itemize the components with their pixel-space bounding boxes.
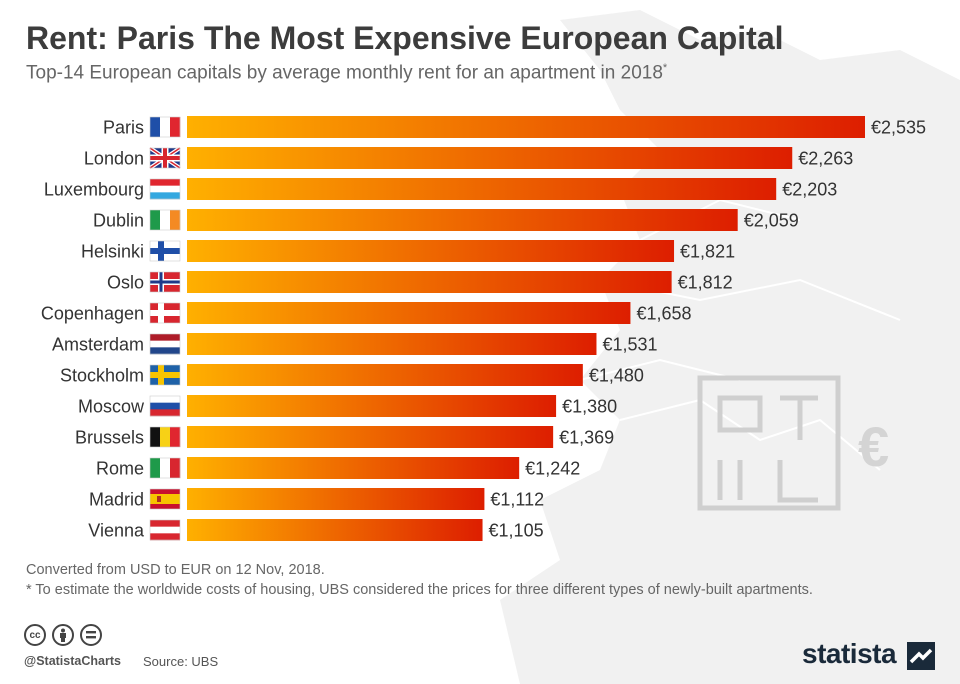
bar-row: Rome €1,242 (96, 457, 580, 479)
bar-row: Dublin €2,059 (93, 209, 799, 231)
bar-row: Madrid €1,112 (89, 488, 544, 510)
category-label: London (84, 149, 144, 169)
value-label: €1,242 (525, 459, 580, 479)
note-conversion: Converted from USD to EUR on 12 Nov, 201… (26, 562, 325, 578)
bar-row: Oslo €1,812 (107, 271, 733, 293)
bar (187, 209, 738, 231)
value-label: €2,263 (798, 149, 853, 169)
bar (187, 271, 672, 293)
bar (187, 178, 777, 200)
category-label: Vienna (88, 521, 145, 541)
category-label: Oslo (107, 273, 144, 293)
value-label: €1,369 (559, 428, 614, 448)
chart-title: Rent: Paris The Most Expensive European … (26, 20, 784, 56)
bar (187, 116, 865, 138)
category-label: Amsterdam (52, 335, 144, 355)
bar-row: Moscow €1,380 (78, 395, 617, 417)
bar-row: Brussels €1,369 (75, 426, 614, 448)
value-label: €2,203 (782, 180, 837, 200)
flag-nl-icon (149, 333, 181, 355)
flag-se-icon (149, 364, 181, 386)
bar (187, 426, 554, 448)
flag-dk-icon (149, 302, 181, 324)
bar-row: Stockholm €1,480 (60, 364, 644, 386)
flag-no-icon (149, 271, 181, 293)
flag-lu-icon (149, 178, 181, 200)
value-label: €1,812 (678, 273, 733, 293)
category-label: Dublin (93, 211, 144, 231)
flag-es-icon (149, 488, 181, 510)
bar (187, 457, 520, 479)
bar-row: Paris €2,535 (103, 116, 926, 138)
flag-ru-icon (149, 395, 181, 417)
bar-row: London €2,263 (84, 146, 853, 170)
bar-chart: Paris €2,535 London €2,263 Luxembourg €2,203 D… (41, 116, 926, 541)
category-label: Stockholm (60, 366, 144, 386)
value-label: €2,535 (871, 118, 926, 138)
flag-fi-icon (149, 240, 181, 262)
value-label: €1,105 (489, 521, 544, 541)
bar (187, 240, 675, 262)
statista-logo[interactable]: statista (802, 638, 897, 669)
bar-row: Luxembourg €2,203 (44, 178, 837, 200)
flag-fr-icon (149, 116, 181, 138)
category-label: Rome (96, 459, 144, 479)
cc-icon: cc (24, 624, 46, 646)
bar-row: Amsterdam €1,531 (52, 333, 658, 355)
flag-be-icon (149, 426, 181, 448)
subtitle-footnote-mark: * (662, 62, 668, 74)
license-icons: cc (24, 624, 102, 646)
statista-handle[interactable]: @StatistaCharts (24, 654, 121, 668)
value-label: €1,480 (589, 366, 644, 386)
statista-logo-icon (907, 642, 935, 670)
value-label: €1,380 (562, 397, 617, 417)
source-label: Source: UBS (143, 654, 219, 669)
value-label: €1,112 (490, 490, 544, 510)
attribution-icon (52, 624, 74, 646)
category-label: Luxembourg (44, 180, 144, 200)
chart-subtitle: Top-14 European capitals by average mont… (26, 62, 667, 84)
category-label: Moscow (78, 397, 145, 417)
note-methodology: * To estimate the worldwide costs of hou… (26, 582, 813, 598)
chart-notes: Converted from USD to EUR on 12 Nov, 201… (26, 560, 813, 600)
bar-row: Vienna €1,105 (88, 519, 544, 541)
bar (187, 147, 793, 169)
no-derivatives-icon (80, 624, 102, 646)
bar (187, 395, 557, 417)
category-label: Brussels (75, 428, 144, 448)
floorplan-icon (697, 375, 841, 511)
category-label: Helsinki (81, 242, 144, 262)
category-label: Paris (103, 118, 144, 138)
value-label: €2,059 (744, 211, 799, 231)
subtitle-text: Top-14 European capitals by average mont… (26, 62, 663, 84)
value-label: €1,531 (602, 335, 657, 355)
bar-row: Copenhagen €1,658 (41, 302, 692, 324)
bar-row: Helsinki €1,821 (81, 240, 735, 262)
bar (187, 488, 485, 510)
flag-ie-icon (149, 209, 181, 231)
category-label: Madrid (89, 490, 144, 510)
euro-icon: € (858, 415, 889, 478)
category-label: Copenhagen (41, 304, 144, 324)
bar (187, 333, 597, 355)
flag-it-icon (149, 457, 181, 479)
flag-gb-icon (148, 146, 182, 170)
flag-at-icon (149, 519, 181, 541)
value-label: €1,658 (636, 304, 691, 324)
bar (187, 519, 483, 541)
bar (187, 302, 631, 324)
value-label: €1,821 (680, 242, 735, 262)
bar (187, 364, 583, 386)
